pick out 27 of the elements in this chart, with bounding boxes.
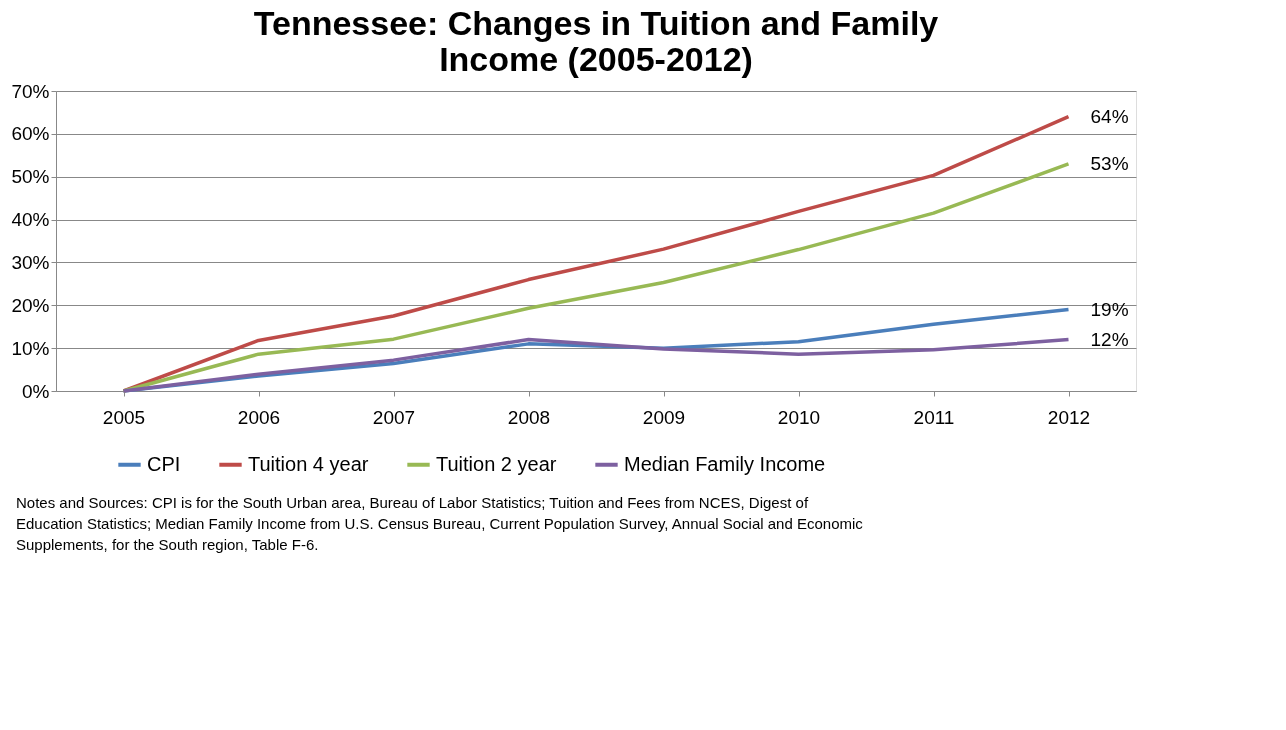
x-tick-label: 2010 xyxy=(777,406,821,428)
y-tick-label: 40% xyxy=(11,209,50,231)
y-tick-label: 30% xyxy=(11,251,50,273)
y-tick-label: 50% xyxy=(11,166,50,188)
x-tick-label: 2011 xyxy=(913,406,955,428)
line-series xyxy=(121,337,1071,393)
y-tick-label: 60% xyxy=(11,123,50,145)
data-label: 12% xyxy=(1090,328,1129,350)
legend-label: CPI xyxy=(147,452,181,475)
x-tick-label: 2007 xyxy=(372,406,416,428)
x-tick-label: 2005 xyxy=(102,406,146,428)
y-tick-label: 20% xyxy=(11,294,50,316)
legend-label: Tuition 4 year xyxy=(248,452,369,475)
data-label: 53% xyxy=(1090,152,1129,174)
legend-label: Median Family Income xyxy=(624,452,826,475)
y-tick-label: 10% xyxy=(11,337,50,359)
x-tick-label: 2009 xyxy=(642,406,686,428)
x-tick-label: 2006 xyxy=(237,406,281,428)
data-label: 64% xyxy=(1090,105,1129,127)
x-tick-label: 2012 xyxy=(1047,406,1091,428)
chart-title: Tennessee: Changes in Tuition and Family Income (2005-2012) xyxy=(253,4,939,78)
text: Notes and Sources: CPI is for the South Urban area, Bureau of Labor Statistics; Tuition and Fees from NCES, Digest of Education Statistics; Median Family Income from U.S. Census Bureau, Current Population Survey, Annual Social and Economic Supplements, for the South region, Table F-6. xyxy=(16,494,864,553)
legend-label: Tuition 2 year xyxy=(436,452,557,475)
y-tick-label: 70% xyxy=(11,80,50,102)
y-tick-label: 0% xyxy=(22,380,50,402)
data-label: 19% xyxy=(1090,298,1129,320)
x-tick-label: 2008 xyxy=(507,406,551,428)
